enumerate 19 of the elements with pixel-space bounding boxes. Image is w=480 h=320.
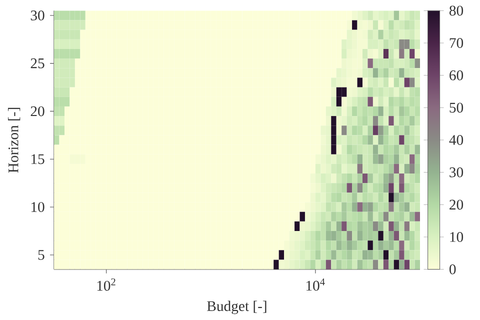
color-bar-label: 80	[450, 6, 464, 16]
y-tick-label: 15	[31, 154, 44, 164]
x-tick-label: 10$^{2}$	[97, 278, 116, 291]
y-tick-label: 20	[30, 106, 44, 116]
y-tick-label: 30	[30, 10, 44, 20]
color-bar-label: 60	[450, 70, 464, 80]
y-axis-title: Horizon [-]	[8, 108, 20, 173]
color-bar-label: 30	[450, 167, 464, 178]
color-bar-label: 20	[450, 200, 464, 210]
y-tick-label: 10	[31, 202, 44, 212]
color-bar-label: 0	[450, 264, 456, 274]
color-bar-label: 40	[449, 135, 464, 145]
color-bar-label: 70	[450, 38, 464, 48]
x-tick-label: 10$^{4}$	[306, 278, 325, 291]
x-axis-title: Budget [-]	[207, 300, 266, 314]
color-bar-label: 50	[450, 102, 464, 113]
color-bar-label: 10	[450, 232, 464, 242]
y-tick-label: 25	[30, 58, 44, 68]
y-tick-label: 5	[38, 250, 44, 260]
